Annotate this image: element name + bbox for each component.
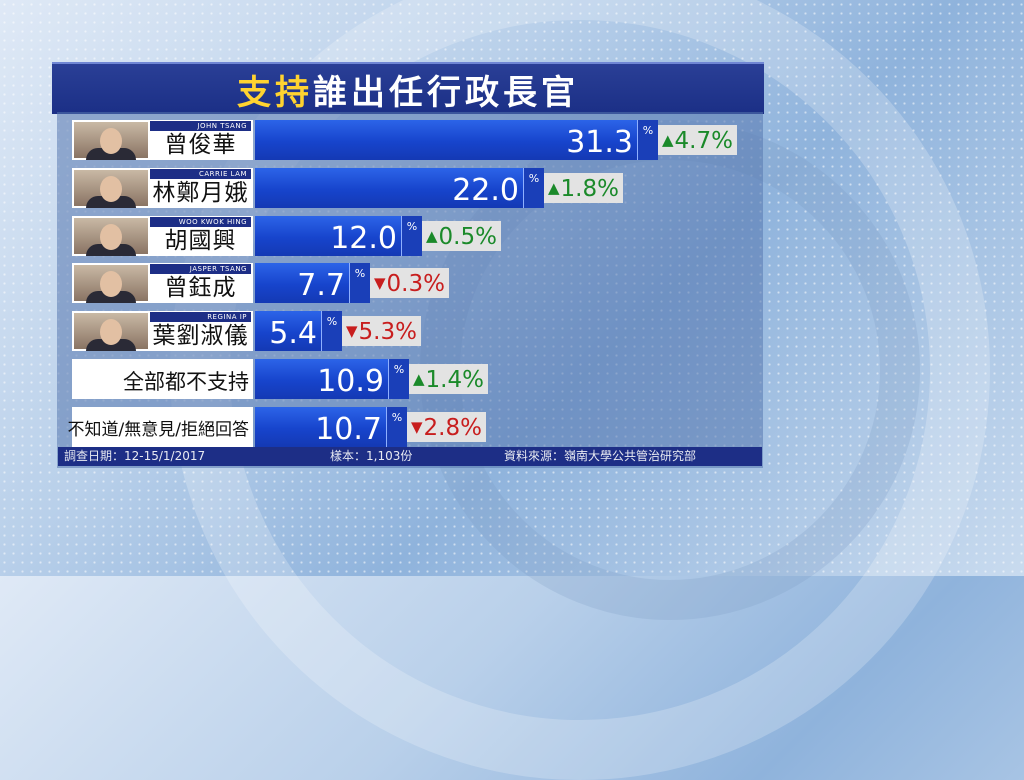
category-label: JOHN TSANG 曾俊華 — [72, 120, 253, 160]
change-label: ▲4.7% — [658, 125, 737, 155]
candidate-photo — [74, 265, 148, 303]
triangle-down-icon: ▼ — [346, 322, 358, 340]
bar: 22.0 — [255, 168, 523, 208]
category-label: CARRIE LAM 林鄭月娥 — [72, 168, 253, 208]
change-label: ▲0.5% — [422, 221, 501, 251]
triangle-up-icon: ▲ — [662, 131, 674, 149]
bar: 10.7 — [255, 407, 386, 447]
candidate-photo — [74, 313, 148, 351]
chinese-name: 不知道/無意見/拒絕回答 — [67, 420, 249, 440]
sample-size: 樣本：1,103份 — [330, 449, 413, 463]
change-value: 0.3% — [386, 271, 445, 297]
bar: 7.7 — [255, 263, 349, 303]
chinese-name: 曾鈺成 — [164, 275, 237, 301]
category-label: REGINA IP 葉劉淑儀 — [72, 311, 253, 351]
percent-unit: % — [349, 263, 370, 303]
change-value: 5.3% — [358, 319, 417, 345]
photo-body — [86, 291, 136, 303]
triangle-up-icon: ▲ — [548, 179, 560, 197]
chinese-name: 胡國興 — [164, 228, 237, 254]
category-label: 全部都不支持 — [72, 359, 253, 399]
triangle-down-icon: ▼ — [411, 418, 423, 436]
photo-body — [86, 339, 136, 351]
photo-face — [100, 224, 122, 250]
english-name: REGINA IP — [150, 312, 251, 322]
candidate-photo — [74, 122, 148, 160]
photo-body — [86, 148, 136, 160]
percent-unit: % — [637, 120, 658, 160]
change-label: ▼0.3% — [370, 268, 449, 298]
change-label: ▲1.4% — [409, 364, 488, 394]
survey-date: 調查日期：12-15/1/2017 — [64, 449, 206, 463]
photo-face — [100, 128, 122, 154]
bar: 10.9 — [255, 359, 388, 399]
title-rest: 誰出任行政長官 — [313, 72, 579, 113]
photo-body — [86, 196, 136, 208]
change-label: ▲1.8% — [544, 173, 623, 203]
photo-face — [100, 271, 122, 297]
footer-bar: 調查日期：12-15/1/2017 樣本：1,103份 資料來源：嶺南大學公共管… — [58, 447, 762, 466]
percent-unit: % — [386, 407, 407, 447]
photo-face — [100, 176, 122, 202]
category-label: 不知道/無意見/拒絕回答 — [68, 407, 253, 447]
bar: 12.0 — [255, 216, 401, 256]
chinese-name: 曾俊華 — [164, 132, 237, 158]
percent-unit: % — [401, 216, 422, 256]
change-value: 4.7% — [674, 128, 733, 154]
chinese-name: 林鄭月娥 — [152, 180, 249, 206]
photo-body — [86, 244, 136, 256]
change-value: 1.4% — [425, 367, 484, 393]
triangle-up-icon: ▲ — [413, 370, 425, 388]
english-name: JASPER TSANG — [150, 264, 251, 274]
percent-unit: % — [388, 359, 409, 399]
category-label: WOO KWOK HING 胡國興 — [72, 216, 253, 256]
english-name: CARRIE LAM — [150, 169, 251, 179]
percent-unit: % — [523, 168, 544, 208]
chinese-name: 全部都不支持 — [123, 370, 249, 394]
english-name: JOHN TSANG — [150, 121, 251, 131]
photo-face — [100, 319, 122, 345]
english-name: WOO KWOK HING — [150, 217, 251, 227]
change-value: 1.8% — [560, 176, 619, 202]
bar: 31.3 — [255, 120, 637, 160]
triangle-up-icon: ▲ — [426, 227, 438, 245]
candidate-photo — [74, 170, 148, 208]
triangle-down-icon: ▼ — [374, 274, 386, 292]
change-label: ▼5.3% — [342, 316, 421, 346]
category-label: JASPER TSANG 曾鈺成 — [72, 263, 253, 303]
candidate-photo — [74, 218, 148, 256]
bar: 5.4 — [255, 311, 321, 351]
chart-title: 支持 誰出任行政長官 — [52, 62, 764, 114]
change-value: 0.5% — [438, 224, 497, 250]
title-highlight: 支持 — [237, 72, 313, 113]
chinese-name: 葉劉淑儀 — [152, 323, 249, 349]
data-source: 資料來源：嶺南大學公共管治研究部 — [504, 449, 697, 463]
percent-unit: % — [321, 311, 342, 351]
change-label: ▼2.8% — [407, 412, 486, 442]
change-value: 2.8% — [423, 415, 482, 441]
